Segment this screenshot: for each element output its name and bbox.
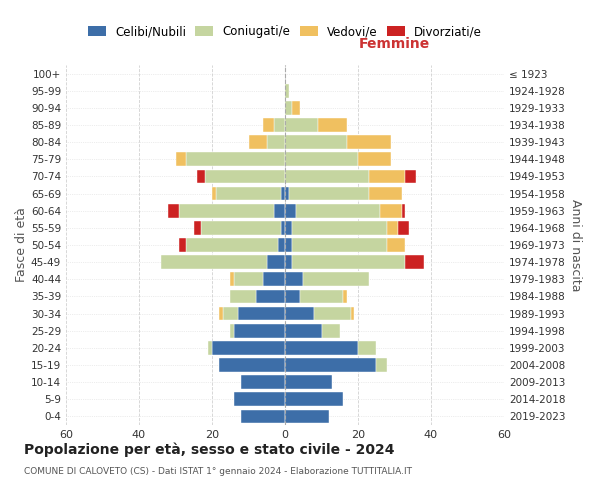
Bar xyxy=(387,221,398,234)
Bar xyxy=(358,152,391,166)
Bar xyxy=(285,152,358,166)
Bar xyxy=(205,170,285,183)
Bar xyxy=(285,101,292,114)
Bar xyxy=(194,221,201,234)
Bar xyxy=(285,170,369,183)
Bar xyxy=(281,221,285,234)
Text: Popolazione per età, sesso e stato civile - 2024: Popolazione per età, sesso e stato civil… xyxy=(24,442,395,457)
Bar xyxy=(212,341,285,354)
Bar xyxy=(398,221,409,234)
Bar xyxy=(285,204,296,218)
Bar xyxy=(406,256,424,269)
Bar xyxy=(187,238,278,252)
Bar xyxy=(267,256,285,269)
Bar xyxy=(241,376,285,389)
Bar xyxy=(179,238,187,252)
Bar xyxy=(387,238,406,252)
Bar xyxy=(230,290,256,304)
Bar xyxy=(285,238,292,252)
Bar xyxy=(285,324,322,338)
Bar xyxy=(168,204,179,218)
Bar xyxy=(285,256,292,269)
Bar xyxy=(208,341,212,354)
Bar xyxy=(299,290,343,304)
Bar xyxy=(234,324,285,338)
Bar xyxy=(263,272,285,286)
Bar xyxy=(380,204,402,218)
Bar xyxy=(322,324,340,338)
Bar xyxy=(187,152,285,166)
Bar xyxy=(220,306,223,320)
Bar xyxy=(285,221,292,234)
Bar xyxy=(161,256,267,269)
Bar xyxy=(314,306,350,320)
Bar xyxy=(285,136,347,149)
Bar xyxy=(369,170,406,183)
Bar xyxy=(176,152,187,166)
Bar xyxy=(285,358,376,372)
Bar xyxy=(303,272,369,286)
Bar xyxy=(350,306,355,320)
Bar xyxy=(263,118,274,132)
Bar xyxy=(267,136,285,149)
Bar xyxy=(281,186,285,200)
Bar xyxy=(292,101,299,114)
Bar xyxy=(274,204,285,218)
Bar xyxy=(238,306,285,320)
Bar xyxy=(220,358,285,372)
Bar xyxy=(376,358,387,372)
Bar xyxy=(285,392,343,406)
Bar xyxy=(179,204,274,218)
Bar xyxy=(197,170,205,183)
Bar xyxy=(230,272,234,286)
Bar xyxy=(406,170,416,183)
Text: Femmine: Femmine xyxy=(359,36,430,51)
Bar xyxy=(274,118,285,132)
Bar xyxy=(285,272,303,286)
Bar xyxy=(285,84,289,98)
Text: COMUNE DI CALOVETO (CS) - Dati ISTAT 1° gennaio 2024 - Elaborazione TUTTITALIA.I: COMUNE DI CALOVETO (CS) - Dati ISTAT 1° … xyxy=(24,468,412,476)
Bar xyxy=(402,204,406,218)
Bar xyxy=(248,136,267,149)
Bar xyxy=(318,118,347,132)
Bar xyxy=(278,238,285,252)
Y-axis label: Fasce di età: Fasce di età xyxy=(15,208,28,282)
Bar xyxy=(256,290,285,304)
Bar xyxy=(234,272,263,286)
Bar xyxy=(212,186,215,200)
Bar xyxy=(285,118,318,132)
Bar xyxy=(347,136,391,149)
Bar xyxy=(234,392,285,406)
Bar xyxy=(285,290,299,304)
Bar xyxy=(358,341,376,354)
Bar xyxy=(343,290,347,304)
Bar xyxy=(292,221,387,234)
Bar xyxy=(292,256,406,269)
Bar xyxy=(292,238,387,252)
Bar xyxy=(230,324,234,338)
Bar xyxy=(285,186,289,200)
Bar xyxy=(241,410,285,424)
Y-axis label: Anni di nascita: Anni di nascita xyxy=(569,198,582,291)
Bar xyxy=(369,186,402,200)
Bar xyxy=(215,186,281,200)
Legend: Celibi/Nubili, Coniugati/e, Vedovi/e, Divorziati/e: Celibi/Nubili, Coniugati/e, Vedovi/e, Di… xyxy=(83,20,487,43)
Bar xyxy=(285,410,329,424)
Bar xyxy=(201,221,281,234)
Bar xyxy=(223,306,238,320)
Bar xyxy=(285,376,332,389)
Bar xyxy=(285,306,314,320)
Bar xyxy=(289,186,369,200)
Bar xyxy=(285,341,358,354)
Bar xyxy=(296,204,380,218)
